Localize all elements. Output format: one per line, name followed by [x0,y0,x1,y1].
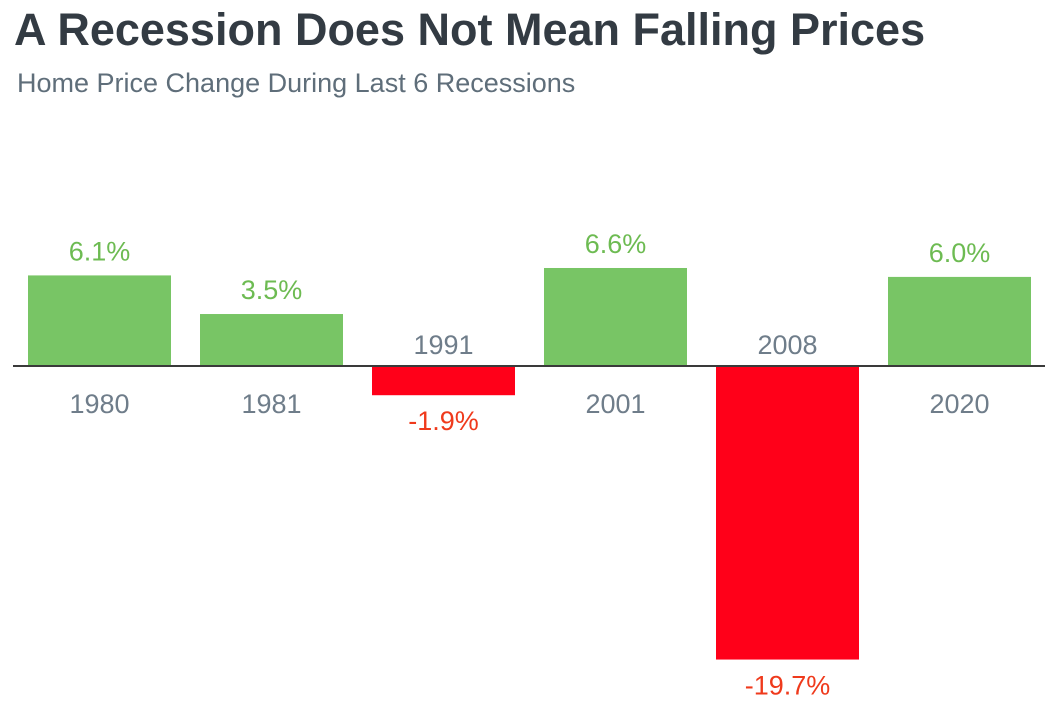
bar-1991 [372,367,515,396]
category-label-2008: 2008 [757,330,817,360]
labels-group: 6.1% 1980 3.5% 1981 -1.9% 1991 6.6% 2001 -19.7% 2… [69,229,991,701]
category-label-1980: 1980 [69,389,129,419]
data-label-2008: -19.7% [745,671,831,701]
bar-2001 [544,267,687,366]
data-label-1991: -1.9% [408,406,479,436]
category-label-2001: 2001 [585,389,645,419]
data-label-1981: 3.5% [241,275,303,305]
category-label-1981: 1981 [241,389,301,419]
category-label-2020: 2020 [929,389,989,419]
data-label-1980: 6.1% [69,236,131,266]
category-label-1991: 1991 [413,330,473,360]
bar-2008 [716,367,859,660]
bar-1981 [200,314,343,366]
chart-subtitle: Home Price Change During Last 6 Recessio… [17,68,576,98]
data-label-2020: 6.0% [929,238,991,268]
bar-2020 [888,276,1031,366]
bars-group [28,267,1031,660]
chart-title: A Recession Does Not Mean Falling Prices [14,4,926,55]
data-label-2001: 6.6% [585,229,647,259]
bar-1980 [28,275,171,366]
